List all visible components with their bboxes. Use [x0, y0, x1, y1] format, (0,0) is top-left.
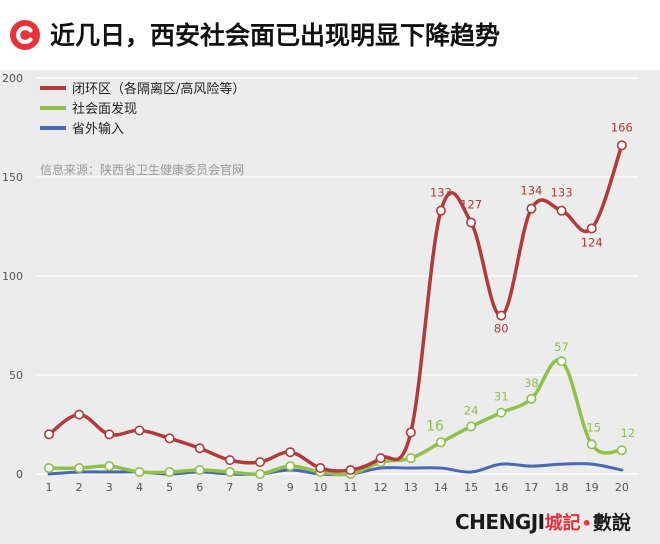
- data-point-social: [164, 467, 175, 478]
- y-tick-label: 150: [2, 171, 23, 184]
- data-label-social: 38: [524, 376, 539, 390]
- data-point-closed: [43, 429, 54, 440]
- data-label-closed: 124: [581, 235, 603, 249]
- x-tick-label: 18: [555, 481, 569, 494]
- data-point-social: [74, 463, 85, 474]
- data-point-closed: [345, 465, 356, 476]
- x-tick-label: 17: [524, 481, 538, 494]
- data-point-closed: [466, 217, 477, 228]
- data-label-closed: 134: [520, 184, 542, 198]
- data-label-social: 31: [494, 390, 509, 404]
- data-point-social: [496, 407, 507, 418]
- data-point-social: [616, 445, 627, 456]
- data-point-closed: [315, 463, 326, 474]
- data-point-closed: [134, 425, 145, 436]
- x-tick-label: 20: [615, 481, 629, 494]
- data-point-closed: [375, 453, 386, 464]
- data-label-closed: 80: [494, 322, 509, 336]
- x-tick-label: 12: [374, 481, 388, 494]
- x-tick-label: 13: [404, 481, 418, 494]
- data-label-social: 16: [426, 418, 444, 434]
- brand-logo: CHENGJI城記•數說: [455, 508, 631, 535]
- data-point-closed: [285, 447, 296, 458]
- source-note: 信息来源：陕西省卫生健康委员会官网: [40, 162, 244, 177]
- y-tick-label: 0: [16, 468, 23, 481]
- data-point-social: [224, 467, 235, 478]
- data-point-social: [194, 465, 205, 476]
- header-bar: 近几日，西安社会面已出现明显下降趋势: [0, 0, 660, 70]
- data-point-closed: [104, 429, 115, 440]
- data-point-social: [405, 453, 416, 464]
- x-tick-label: 5: [166, 481, 173, 494]
- logo-c-icon: [10, 20, 40, 50]
- x-tick-label: 4: [136, 481, 143, 494]
- x-tick-label: 9: [287, 481, 294, 494]
- data-point-closed: [616, 140, 627, 151]
- x-tick-label: 11: [344, 481, 358, 494]
- x-tick-label: 15: [464, 481, 478, 494]
- data-point-closed: [526, 203, 537, 214]
- x-tick-label: 6: [196, 481, 203, 494]
- x-tick-label: 14: [434, 481, 448, 494]
- data-point-closed: [586, 223, 597, 234]
- series-line-closed: [47, 143, 624, 473]
- legend-label-closed: 闭环区（各隔离区/高风险等）: [72, 81, 245, 97]
- data-point-social: [556, 356, 567, 367]
- data-point-social: [104, 461, 115, 472]
- data-point-closed: [556, 205, 567, 216]
- data-point-closed: [255, 457, 266, 468]
- data-label-closed: 166: [611, 120, 633, 134]
- data-label-social: 15: [586, 420, 601, 434]
- brand-part-3: 數說: [592, 512, 631, 534]
- data-point-closed: [405, 427, 416, 438]
- legend-label-social: 社会面发现: [72, 101, 137, 117]
- brand-part-2: 城記: [544, 513, 581, 534]
- brand-part-1: CHENGJI: [455, 510, 545, 534]
- x-tick-label: 7: [226, 481, 233, 494]
- data-point-closed: [224, 455, 235, 466]
- data-point-closed: [74, 409, 85, 420]
- y-tick-label: 50: [9, 369, 23, 382]
- data-label-social: 12: [621, 426, 636, 440]
- y-tick-label: 100: [2, 270, 23, 283]
- data-point-social: [43, 463, 54, 474]
- data-point-social: [586, 439, 597, 450]
- data-point-social: [285, 461, 296, 472]
- data-label-closed: 133: [551, 186, 573, 200]
- data-point-social: [435, 437, 446, 448]
- x-tick-label: 16: [494, 481, 508, 494]
- data-label-social: 57: [554, 340, 569, 354]
- x-tick-label: 19: [585, 481, 599, 494]
- data-point-closed: [435, 205, 446, 216]
- brand-dot: •: [581, 514, 592, 533]
- x-tick-label: 8: [257, 481, 264, 494]
- data-point-closed: [194, 443, 205, 454]
- data-point-social: [134, 467, 145, 478]
- data-point-closed: [164, 433, 175, 444]
- data-point-social: [255, 468, 266, 479]
- data-label-social: 24: [464, 403, 479, 417]
- x-tick-label: 2: [76, 481, 83, 494]
- x-tick-label: 10: [313, 481, 327, 494]
- legend-label-outside: 省外输入: [72, 121, 124, 137]
- x-tick-label: 3: [106, 481, 113, 494]
- y-tick-label: 200: [2, 72, 23, 85]
- page-title: 近几日，西安社会面已出现明显下降趋势: [50, 21, 501, 50]
- data-point-social: [466, 421, 477, 432]
- data-label-closed: 133: [430, 186, 452, 200]
- x-tick-label: 1: [46, 481, 53, 494]
- data-point-social: [526, 393, 537, 404]
- data-point-closed: [496, 310, 507, 321]
- data-label-closed: 127: [460, 198, 482, 212]
